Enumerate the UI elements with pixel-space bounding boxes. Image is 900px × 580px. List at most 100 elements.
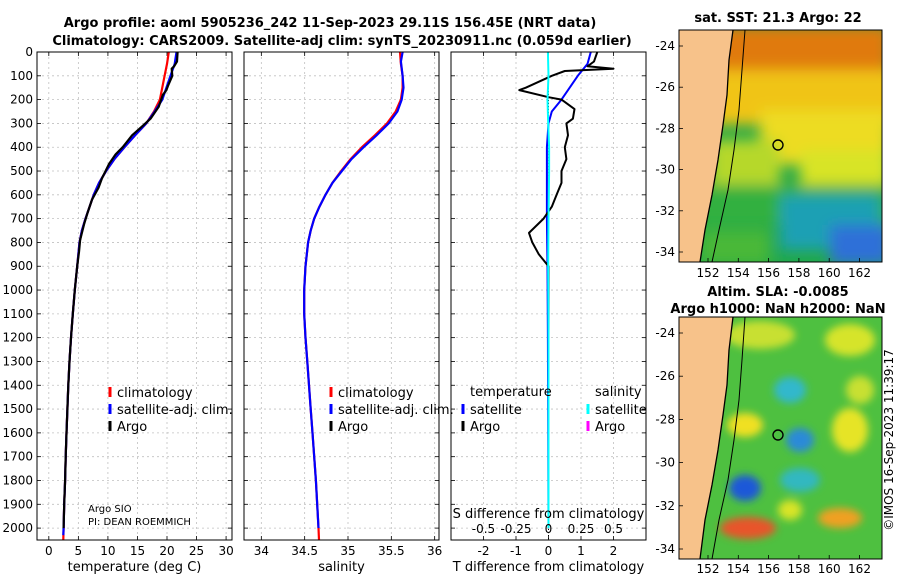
legend-label: climatology (117, 386, 193, 401)
top-axis-tick-label: 0 (545, 522, 553, 536)
x-axis-label: T difference from climatology (452, 560, 645, 575)
profile-panels: 0100200300400500600700800900100011001200… (2, 45, 646, 575)
map-x-tick-label: 162 (848, 562, 871, 576)
sst-argo-location-marker (772, 139, 784, 151)
coastline-sla (699, 317, 734, 559)
x-tick-label: 15 (130, 544, 145, 558)
y-tick-label: 1100 (2, 307, 33, 321)
map-x-tick-label: 152 (697, 562, 720, 576)
map-ticks: 152 154 156 158 160 162 -24 -26 -28 -30 -32 -34 152 1… (655, 39, 871, 576)
map-y-tick-label: -32 (655, 204, 675, 218)
series-line-temperature-satellite (545, 52, 592, 529)
y-tick-label: 800 (10, 235, 33, 249)
x-axis-label: temperature (deg C) (68, 560, 202, 575)
y-tick-label: 500 (10, 164, 33, 178)
x-axis-label: salinity (318, 560, 365, 575)
chart-difference: -2 -1 0 1 2 T difference from climatology temp… (450, 51, 647, 575)
coastline (699, 30, 734, 262)
map-y-tick-label: -34 (655, 245, 675, 259)
y-tick-label: 2000 (2, 521, 33, 535)
imos-timestamp: ©IMOS 16-Sep-2023 11:39:17 (882, 349, 896, 531)
y-tick-label: 1500 (2, 402, 33, 416)
map-y-tick-label: -30 (655, 456, 675, 470)
x-tick-label: -2 (478, 544, 490, 558)
legend-temperature-title: temperature (470, 385, 552, 400)
x-tick-label: 0 (545, 544, 553, 558)
y-tick-label: 400 (10, 140, 33, 154)
sla-map-frame (678, 316, 883, 560)
legend-label: satellite-adj. clim. (338, 403, 454, 418)
map-x-tick-label: 154 (727, 266, 750, 280)
map-x-tick-label: 160 (818, 562, 841, 576)
axes-frame (243, 51, 440, 541)
australia-land-sla (679, 317, 733, 559)
map-x-tick-label: 162 (848, 266, 871, 280)
sst-map-title: sat. SST: 21.3 Argo: 22 (694, 11, 861, 26)
y-tick-label: 0 (25, 45, 33, 59)
isobath-sla (711, 317, 746, 559)
x-tick-label: 35.5 (378, 544, 405, 558)
y-tick-label: 1300 (2, 354, 33, 368)
map-x-tick-label: 156 (757, 562, 780, 576)
sla-field (720, 321, 875, 539)
top-axis-label: S difference from climatology (453, 507, 645, 522)
map-y-tick-label: -30 (655, 163, 675, 177)
y-tick-label: 700 (10, 212, 33, 226)
x-tick-label: 34 (254, 544, 269, 558)
series-group (303, 52, 405, 540)
chart-salinity: 34 34.5 35 35.5 36 salinity climatology satelli… (243, 51, 454, 575)
legend-label: Argo (595, 420, 625, 435)
top-axis-tick-label: -0.5 (472, 522, 495, 536)
legend-label: Argo (470, 420, 500, 435)
map-y-tick-label: -28 (655, 412, 675, 426)
y-tick-label: 1800 (2, 473, 33, 487)
y-tick-label: 1600 (2, 426, 33, 440)
y-tick-label: 900 (10, 259, 33, 273)
x-tick-label: 10 (100, 544, 115, 558)
legend-label: satellite (595, 403, 647, 418)
y-tick-label: 1700 (2, 450, 33, 464)
map-y-tick-label: -32 (655, 499, 675, 513)
map-x-tick-label: 154 (727, 562, 750, 576)
series-line-satellite-adj-clim- (303, 52, 405, 529)
x-tick-label: 20 (159, 544, 174, 558)
axes-frame (36, 51, 233, 541)
y-tick-label: 200 (10, 93, 33, 107)
y-tick-label: 1900 (2, 497, 33, 511)
axes-frame (450, 51, 647, 541)
annotation-pi: PI: DEAN ROEMMICH (88, 517, 191, 528)
x-tick-label: 36 (427, 544, 442, 558)
map-x-tick-label: 160 (818, 266, 841, 280)
map-y-tick-label: -34 (655, 542, 675, 556)
x-tick-label: 35 (340, 544, 355, 558)
legend-label: satellite (470, 403, 522, 418)
legend-label: satellite-adj. clim. (117, 403, 233, 418)
top-axis-tick-label: -0.25 (500, 522, 531, 536)
annotation-argo-sio: Argo SIO (88, 504, 132, 515)
x-tick-label: 0 (45, 544, 53, 558)
series-group (518, 52, 615, 540)
chart-temperature: 0100200300400500600700800900100011001200… (2, 45, 233, 575)
y-tick-label: 1400 (2, 378, 33, 392)
figure-title-line2: Climatology: CARS2009. Satellite-adj cli… (52, 34, 631, 49)
sst-map-frame (678, 29, 883, 263)
sla-map-title-line1: Altim. SLA: -0.0085 (707, 285, 848, 300)
x-tick-label: 34.5 (291, 544, 318, 558)
series-line-argo (62, 52, 179, 529)
series-line-salinity-satellite (546, 52, 551, 529)
figure-title-line1: Argo profile: aoml 5905236_242 11-Sep-20… (64, 16, 597, 31)
legend-label: climatology (338, 386, 414, 401)
sla-argo-location-marker (772, 429, 784, 441)
map-y-tick-label: -28 (655, 121, 675, 135)
x-tick-label: 1 (577, 544, 585, 558)
sst-map: sat. SST: 21.3 Argo: 22 (678, 11, 883, 263)
top-axis-tick-label: 0.5 (604, 522, 623, 536)
sla-map-title-line2: Argo h1000: NaN h2000: NaN (670, 302, 885, 317)
map-x-tick-label: 156 (757, 266, 780, 280)
series-line-satellite-adj-clim- (62, 52, 178, 536)
legend-salinity-title: salinity (595, 385, 642, 400)
map-y-tick-label: -24 (655, 326, 675, 340)
series-group (62, 52, 179, 540)
y-tick-label: 1200 (2, 331, 33, 345)
